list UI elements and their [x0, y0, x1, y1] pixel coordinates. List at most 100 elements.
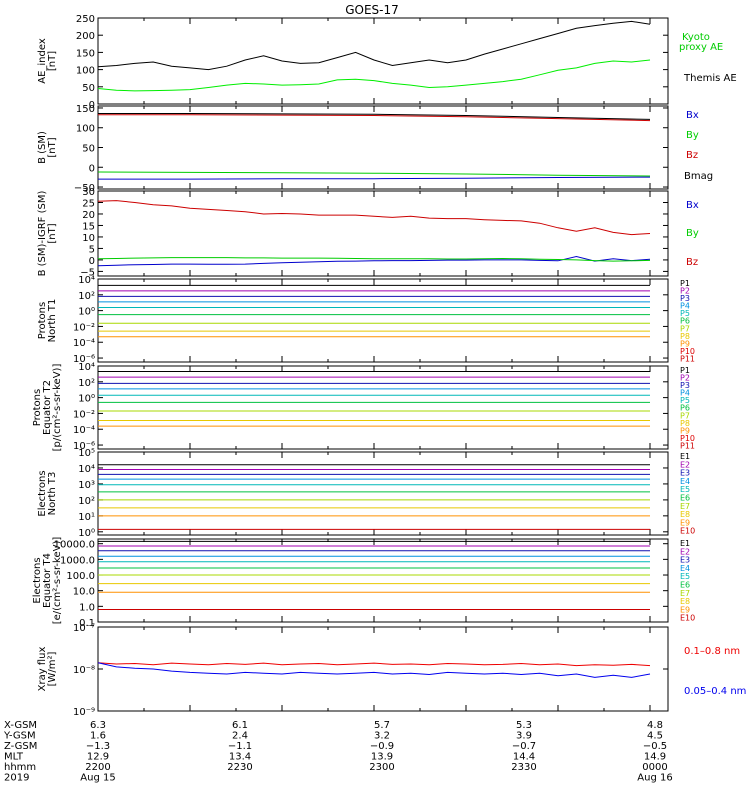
panel-5-legend-P1: P1 — [680, 366, 690, 375]
panel-2-series-3 — [98, 114, 651, 122]
orbit-row-value: 6.1 — [232, 720, 248, 731]
panel-7-ytick-label: 10000.0 — [54, 540, 95, 551]
orbit-row-value: 2230 — [227, 762, 252, 773]
orbit-row-value: 14.4 — [513, 752, 535, 763]
panel-7-legend-E7: E7 — [680, 589, 690, 598]
panel-5-legend-P2: P2 — [680, 374, 690, 383]
panel-3-ytick-label: 5 — [89, 244, 95, 255]
orbit-row-value: 13.9 — [371, 752, 393, 763]
panel-3-ytick-label: 10 — [82, 233, 95, 244]
panel-2-label: Bmag — [684, 171, 713, 182]
orbit-row-label: Z-GSM — [4, 741, 37, 752]
panel-4-legend-P10: P10 — [680, 347, 695, 356]
panel-8-series-1 — [97, 662, 651, 667]
panel-5-legend-P11: P11 — [680, 441, 695, 450]
panel-7-legend-E6: E6 — [680, 581, 690, 590]
panel-6-ylabel: Electrons — [37, 470, 48, 516]
orbit-row-value: 5.3 — [516, 720, 532, 731]
orbit-row-value: 2300 — [369, 762, 394, 773]
panel-3-ytick-label: 20 — [82, 210, 95, 221]
panel-4-legend-P5: P5 — [680, 309, 690, 318]
panel-1-label: Kyoto — [682, 32, 710, 43]
panel-1-label: Themis AE — [683, 73, 737, 84]
panel-8-ytick-label: 10⁻⁹ — [73, 707, 95, 718]
panel-3-label: By — [686, 228, 699, 239]
panel-5-ytick-label: 10⁻⁴ — [73, 425, 95, 436]
panel-5-legend-P10: P10 — [680, 434, 695, 443]
panel-5-ytick-label: 10⁰ — [78, 394, 95, 405]
panel-6-ytick-label: 10² — [78, 496, 95, 507]
orbit-row-label: 2019 — [4, 773, 29, 784]
panel-6-legend-E10: E10 — [680, 527, 695, 536]
panel-4-legend-P11: P11 — [680, 354, 695, 363]
panel-6-legend-E1: E1 — [680, 452, 690, 461]
orbit-row-label: Y-GSM — [3, 731, 36, 742]
panel-4-legend-P8: P8 — [680, 332, 690, 341]
panel-6-legend-E9: E9 — [680, 518, 690, 527]
panel-2-series-1 — [98, 176, 651, 180]
panel-3-ylabel: B (SM)-IGRF (SM) — [37, 191, 48, 277]
panel-6-legend-E4: E4 — [680, 477, 690, 486]
panel-1-ytick-label: 150 — [76, 48, 95, 59]
panel-5-ylabel: Protons — [32, 389, 43, 426]
panel-7-ytick-label: 1.0 — [79, 602, 95, 613]
panel-7-ylabel: Equator T4 — [42, 553, 53, 608]
panel-8-series-2 — [97, 662, 651, 678]
panel-7-ytick-label: 100.0 — [66, 571, 95, 582]
panel-7-frame — [97, 538, 669, 623]
orbit-row-value: 13.4 — [229, 752, 251, 763]
orbit-row-value: −0.7 — [512, 741, 536, 752]
panel-4-frame — [97, 278, 669, 363]
panel-3-label: Bz — [686, 257, 698, 268]
panel-1-ylabel: AE_index — [37, 38, 48, 84]
panel-4-ytick-label: 10⁴ — [78, 275, 95, 286]
panel-4-ytick-label: 10² — [78, 291, 95, 302]
panel-1-ytick-label: 250 — [76, 14, 95, 25]
panel-4-legend-P4: P4 — [680, 302, 690, 311]
panel-3-series-2 — [97, 257, 651, 262]
panel-2-label: Bz — [686, 150, 698, 161]
panel-7-legend-E3: E3 — [680, 556, 690, 565]
panel-1-ytick-label: 100 — [76, 66, 95, 77]
panel-6-legend-E2: E2 — [680, 460, 690, 469]
panel-4-ytick-label: 10⁰ — [78, 307, 95, 318]
orbit-row-value: 4.5 — [647, 731, 663, 742]
panel-3-ytick-label: 15 — [82, 221, 95, 232]
panel-5-ytick-label: 10⁻⁶ — [73, 441, 95, 452]
panel-8-label: 0.05–0.4 nm — [684, 686, 746, 697]
panel-4-legend-P1: P1 — [680, 279, 690, 288]
orbit-row-value: −1.3 — [86, 741, 110, 752]
panel-5-legend-P7: P7 — [680, 411, 690, 420]
panel-4-ytick-label: 10⁻⁴ — [73, 338, 95, 349]
panel-4-ytick-label: 10⁻² — [73, 322, 95, 333]
panel-6-ytick-label: 10³ — [78, 480, 95, 491]
panel-4-legend-P7: P7 — [680, 324, 690, 333]
panel-2-series-2 — [97, 171, 651, 177]
orbit-row-value: 14.9 — [644, 752, 666, 763]
panel-2-label: By — [686, 130, 699, 141]
panel-4-legend-P2: P2 — [680, 287, 690, 296]
panel-1-ytick-label: 0 — [89, 100, 95, 111]
panel-7-legend-E8: E8 — [680, 597, 690, 606]
orbit-row-value: 3.9 — [516, 731, 532, 742]
panel-6-ytick-label: 10¹ — [78, 512, 95, 523]
panel-1-series-2 — [97, 20, 651, 71]
panel-8-label: 0.1–0.8 nm — [684, 646, 740, 657]
panel-7-legend-E2: E2 — [680, 547, 690, 556]
panel-5-frame — [97, 365, 669, 450]
panel-7-legend-E10: E10 — [680, 614, 695, 623]
panel-2-ytick-label: 0 — [89, 163, 95, 174]
panel-6-frame — [97, 451, 669, 536]
panel-4-ylabel: North T1 — [47, 299, 58, 343]
panel-3-series-1 — [97, 255, 651, 267]
panel-1-series-1 — [97, 59, 651, 92]
panel-1-label: proxy AE — [679, 42, 723, 53]
panel-8-ylabel: [W/m²] — [47, 651, 58, 686]
orbit-row-value: 6.3 — [90, 720, 106, 731]
panel-7-legend-E4: E4 — [680, 564, 690, 573]
panel-3-series-3 — [97, 200, 651, 236]
panel-1-ytick-label: 200 — [76, 31, 95, 42]
orbit-row-label: MLT — [4, 752, 24, 763]
panel-4-ylabel: Protons — [37, 302, 48, 339]
